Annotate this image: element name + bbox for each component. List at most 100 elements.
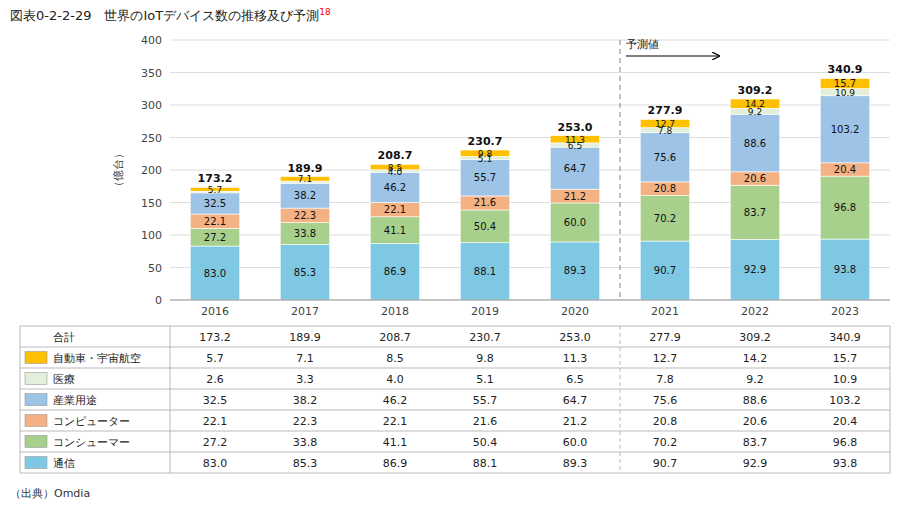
x-tick-label: 2023 bbox=[831, 305, 859, 318]
bar-segment bbox=[460, 210, 510, 243]
x-tick-label: 2019 bbox=[471, 305, 499, 318]
table-row-label: コンシューマー bbox=[53, 436, 130, 449]
data-label: 10.9 bbox=[835, 88, 855, 98]
bar-segment bbox=[280, 223, 330, 245]
table-row-label: 通信 bbox=[53, 457, 75, 470]
table-rule bbox=[890, 326, 891, 473]
series bbox=[190, 78, 870, 191]
data-label: 21.6 bbox=[474, 197, 496, 208]
table-cell: 60.0 bbox=[563, 436, 588, 449]
data-label: 75.6 bbox=[654, 152, 676, 163]
forecast-label: 予測値 bbox=[626, 38, 659, 51]
data-label: 33.8 bbox=[294, 228, 316, 239]
bar-segment bbox=[640, 195, 690, 241]
forecast-arrow bbox=[626, 55, 719, 56]
table-cell: 90.7 bbox=[653, 457, 678, 470]
grid-line bbox=[170, 72, 890, 73]
table-cell: 32.5 bbox=[203, 394, 228, 407]
bars bbox=[190, 78, 870, 300]
title-text: 図表0-2-2-29 世界のIoTデバイス数の推移及び予測 bbox=[10, 8, 319, 23]
grid-line bbox=[170, 202, 890, 203]
bar-segment bbox=[640, 133, 690, 182]
bar-segment bbox=[190, 228, 240, 246]
table-cell: 46.2 bbox=[383, 394, 408, 407]
total-label: 189.9 bbox=[288, 162, 323, 175]
data-label: 32.5 bbox=[204, 198, 226, 209]
y-tick-label: 150 bbox=[141, 197, 162, 210]
data-label: 22.3 bbox=[294, 210, 316, 221]
table-rule bbox=[20, 473, 890, 474]
table-rule bbox=[20, 431, 890, 432]
data-label: 96.8 bbox=[834, 202, 856, 213]
table-forecast-divider bbox=[620, 326, 621, 473]
table-row-label: 自動車・宇宙航空 bbox=[53, 352, 141, 365]
y-tick-label: 0 bbox=[155, 294, 162, 307]
table-cell: 340.9 bbox=[829, 331, 861, 344]
data-label: 60.0 bbox=[564, 217, 586, 228]
title-superscript: 18 bbox=[319, 7, 331, 17]
bar-segment bbox=[730, 99, 780, 108]
bar-segment bbox=[550, 203, 600, 242]
x-tick-label: 2018 bbox=[381, 305, 409, 318]
data-label: 88.6 bbox=[744, 138, 766, 149]
table-cell: 10.9 bbox=[833, 373, 858, 386]
x-axis-line bbox=[170, 300, 890, 301]
table-cell: 277.9 bbox=[649, 331, 681, 344]
grid-line bbox=[170, 300, 890, 301]
data-label: 46.2 bbox=[384, 182, 406, 193]
bar-segment bbox=[460, 196, 510, 210]
total-label: 340.9 bbox=[828, 63, 863, 76]
data-label: 21.2 bbox=[564, 191, 586, 202]
data-label: 41.1 bbox=[384, 225, 406, 236]
y-tick-label: 250 bbox=[141, 132, 162, 145]
table-cell: 89.3 bbox=[563, 457, 588, 470]
table-cell: 5.7 bbox=[206, 352, 224, 365]
table-row-label: コンピューター bbox=[53, 415, 130, 428]
table-cell: 2.6 bbox=[206, 373, 224, 386]
bar-segment bbox=[640, 241, 690, 300]
bar-segment bbox=[550, 242, 600, 300]
data-label: 14.2 bbox=[745, 99, 765, 109]
y-tick-label: 300 bbox=[141, 99, 162, 112]
table-cell: 173.2 bbox=[199, 331, 231, 344]
table-cell: 20.8 bbox=[653, 415, 678, 428]
data-label: 15.7 bbox=[834, 78, 856, 89]
table-cell: 93.8 bbox=[833, 457, 858, 470]
data-label: 88.1 bbox=[474, 266, 496, 277]
data-label: 103.2 bbox=[831, 124, 860, 135]
data-label: 9.8 bbox=[478, 149, 493, 159]
grid-line bbox=[170, 137, 890, 138]
table-cell: 21.2 bbox=[563, 415, 588, 428]
table-rule bbox=[20, 326, 890, 327]
table-rule bbox=[170, 326, 171, 473]
grid-line bbox=[170, 170, 890, 171]
x-tick-label: 2020 bbox=[561, 305, 589, 318]
forecast-divider bbox=[620, 40, 621, 300]
table-cell: 11.3 bbox=[563, 352, 588, 365]
grid-line bbox=[170, 105, 890, 106]
table-rule bbox=[20, 347, 890, 348]
table-rule bbox=[20, 452, 890, 453]
bar-segment bbox=[820, 163, 870, 176]
table-cell: 7.8 bbox=[656, 373, 674, 386]
table-rule bbox=[20, 326, 21, 473]
data-label: 92.9 bbox=[744, 264, 766, 275]
table-cell: 75.6 bbox=[653, 394, 678, 407]
y-axis-label: （億台） bbox=[112, 148, 125, 192]
bar-segment bbox=[730, 172, 780, 185]
x-tick-label: 2016 bbox=[201, 305, 229, 318]
bar-segment bbox=[280, 208, 330, 222]
table-cell: 70.2 bbox=[653, 436, 678, 449]
data-label: 85.3 bbox=[294, 267, 316, 278]
data-label: 64.7 bbox=[564, 163, 586, 174]
data-label: 55.7 bbox=[474, 172, 496, 183]
table-cell: 103.2 bbox=[829, 394, 861, 407]
table-cell: 88.1 bbox=[473, 457, 498, 470]
bar-segment bbox=[820, 78, 870, 88]
table-cell: 21.6 bbox=[473, 415, 498, 428]
grid-line bbox=[170, 235, 890, 236]
table-cell: 50.4 bbox=[473, 436, 498, 449]
bar-segment bbox=[370, 244, 420, 300]
source: （出典）Omdia bbox=[10, 487, 90, 500]
data-label: 20.6 bbox=[744, 173, 766, 184]
